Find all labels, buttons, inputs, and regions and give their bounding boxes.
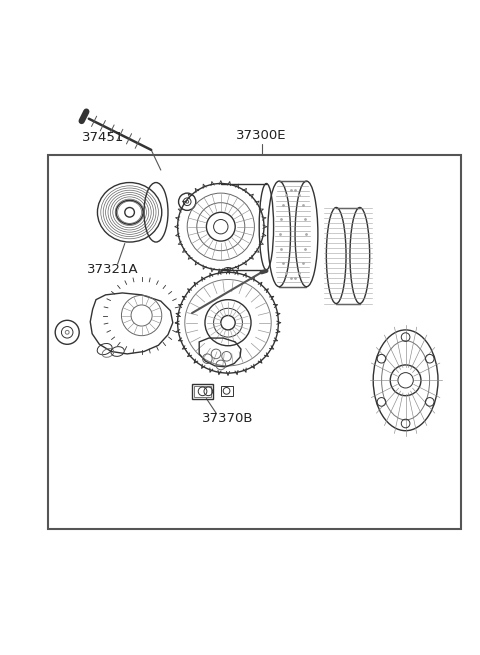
Text: 37451: 37451 (82, 132, 124, 144)
Bar (221, 386, 233, 396)
Text: 37370B: 37370B (202, 412, 254, 425)
Bar (194, 386, 211, 397)
Text: 37321A: 37321A (87, 263, 139, 276)
Bar (192, 384, 213, 398)
Bar (48, 155, 461, 529)
Text: 37300E: 37300E (236, 129, 287, 142)
